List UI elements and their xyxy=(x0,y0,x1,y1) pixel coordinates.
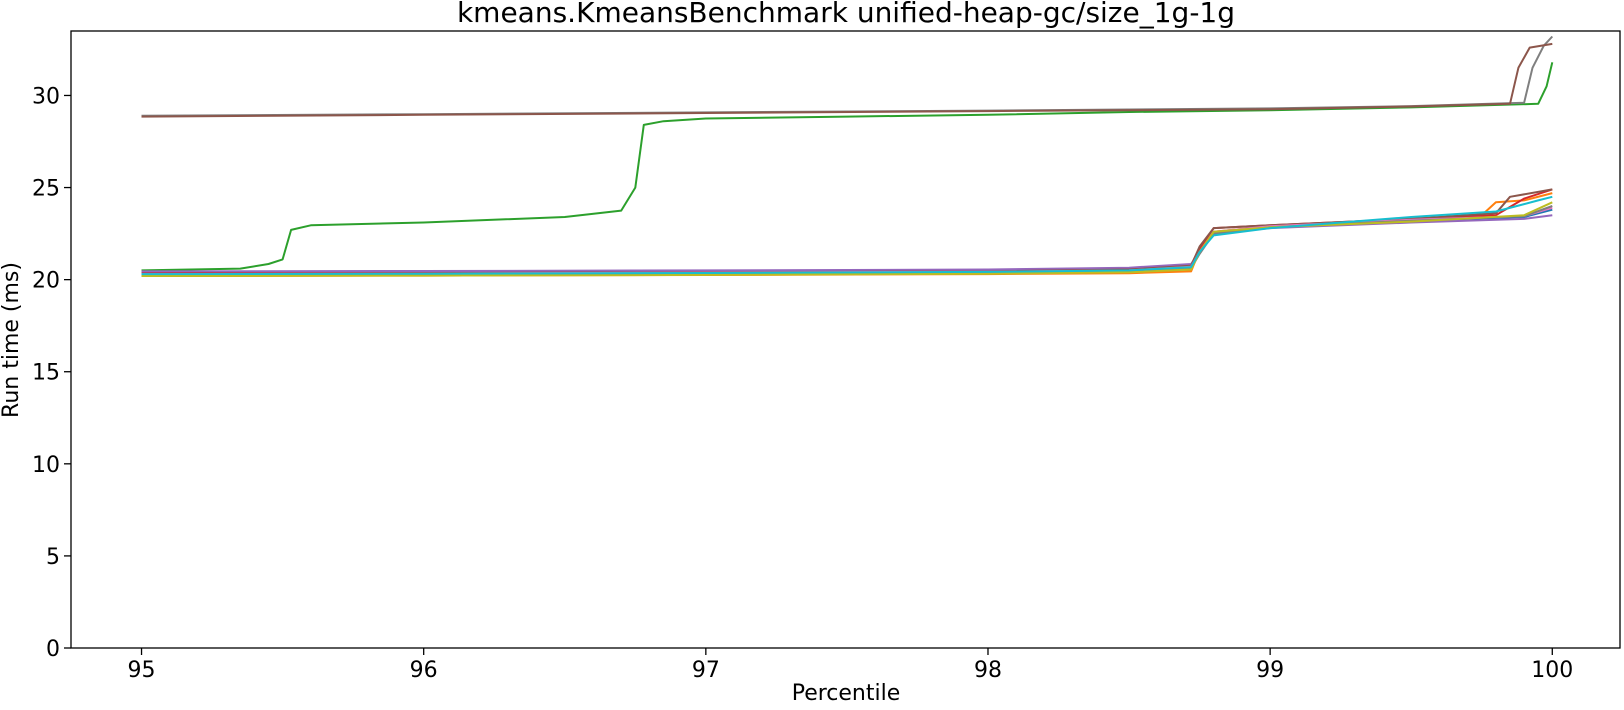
series-line-11 xyxy=(141,35,1554,117)
y-tick-label: 15 xyxy=(32,361,60,386)
series-line-3 xyxy=(141,62,1554,272)
x-tick-label: 97 xyxy=(692,658,720,683)
y-tick-label: 30 xyxy=(32,84,60,109)
y-tick-label: 10 xyxy=(32,453,60,478)
x-axis: 95 96 97 98 99 100 xyxy=(128,648,1573,683)
plot-frame xyxy=(70,30,1621,649)
series-line-6 xyxy=(141,188,1553,276)
chart-title: kmeans.KmeansBenchmark unified-heap-gc/s… xyxy=(457,0,1235,29)
y-axis-label: Run time (ms) xyxy=(0,262,24,418)
x-tick-label: 95 xyxy=(128,658,156,683)
series-line-9 xyxy=(141,201,1553,277)
plot-area xyxy=(141,35,1554,277)
series-line-1 xyxy=(141,208,1553,274)
x-tick-label: 96 xyxy=(410,658,438,683)
series-line-4 xyxy=(141,188,1553,275)
x-axis-label: Percentile xyxy=(792,681,901,706)
series-line-10 xyxy=(141,195,1553,276)
x-tick-label: 98 xyxy=(974,658,1002,683)
y-tick-label: 25 xyxy=(32,177,60,202)
y-axis: 0 5 10 15 20 25 30 xyxy=(32,84,71,662)
x-tick-label: 100 xyxy=(1531,658,1573,683)
series-line-8 xyxy=(141,205,1553,276)
series-line-7 xyxy=(141,206,1553,276)
y-tick-label: 20 xyxy=(32,269,60,294)
x-tick-label: 99 xyxy=(1256,658,1284,683)
series-line-12 xyxy=(141,42,1553,118)
y-tick-label: 0 xyxy=(46,637,60,662)
y-tick-label: 5 xyxy=(46,545,60,570)
series-line-2 xyxy=(141,192,1553,277)
